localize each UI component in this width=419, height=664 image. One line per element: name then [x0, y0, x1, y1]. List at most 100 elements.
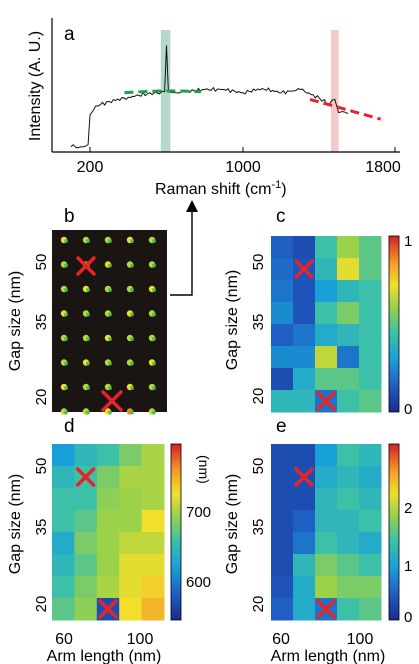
panel-a: a Intensity (A. U.) 200 1000 1800 Raman …	[27, 18, 401, 198]
heatmap-cell	[315, 368, 338, 391]
panel-d-markers	[75, 467, 118, 619]
heatmap-cell	[337, 532, 360, 555]
heatmap-cell	[315, 280, 338, 303]
heatmap-cell	[141, 598, 165, 621]
heatmap-cell	[315, 554, 338, 577]
heatmap-cell	[271, 576, 294, 599]
panel-b-markers	[76, 256, 123, 412]
heatmap-cell	[337, 390, 360, 413]
heatmap-cell	[359, 466, 382, 489]
nanostructure-spot-glow	[152, 410, 156, 415]
nanostructure-spot-glow	[108, 239, 112, 243]
c-colorbar-tick-top: 1	[404, 233, 412, 250]
nanostructure-spot-glow	[130, 386, 134, 390]
heatmap-cell	[74, 554, 98, 577]
heatmap-cell	[52, 576, 75, 599]
e-x-axis-label: Arm length (nm)	[271, 648, 386, 664]
panel-d: d Gap size (nm) 50 35 20 60 100 Arm leng…	[7, 416, 212, 664]
heatmap-cell	[337, 488, 360, 511]
panel-b: b Gap size (nm) 50 35 20	[7, 206, 167, 415]
heatmap-cell	[96, 488, 120, 511]
heatmap-d	[52, 444, 165, 621]
heatmap-cell	[271, 236, 294, 259]
heatmap-cell	[337, 466, 360, 489]
heatmap-cell	[337, 346, 360, 369]
x-marker-stroke	[316, 599, 336, 619]
heatmap-cell	[293, 390, 316, 413]
heatmap-cell	[271, 488, 294, 511]
heatmap-cell	[337, 510, 360, 533]
d-ytick-50: 50	[33, 458, 50, 475]
heatmap-cell	[271, 444, 294, 467]
e-xtick-100: 100	[347, 631, 374, 648]
nanostructure-spot-glow	[108, 312, 112, 317]
peak-highlight-1	[160, 30, 171, 152]
heatmap-cell	[315, 346, 338, 369]
baseline-fit-left	[124, 89, 201, 95]
nanostructure-spot-glow	[108, 410, 112, 415]
heatmap-cell	[293, 554, 316, 577]
heatmap-cell	[119, 598, 143, 621]
b-ytick-50: 50	[33, 254, 50, 271]
heatmap-cell	[52, 554, 75, 577]
a-xtick-1000: 1000	[225, 159, 261, 176]
heatmap-cell	[52, 488, 75, 511]
heatmap-cell	[74, 444, 98, 467]
heatmap-cell	[293, 324, 316, 347]
x-marker-stroke	[101, 390, 123, 412]
nanostructure-spot-glow	[130, 361, 134, 366]
heatmap-cell	[141, 444, 165, 467]
e-colorbar-tick-1: 1	[404, 558, 412, 575]
heatmap-cell	[293, 302, 316, 325]
heatmap-cell	[96, 554, 120, 577]
heatmap-cell	[271, 390, 294, 413]
nanostructure-spot-glow	[86, 312, 90, 317]
panel-a-label: a	[64, 24, 75, 45]
nanostructure-spot-glow	[64, 239, 68, 243]
baseline-fit-right	[309, 97, 382, 121]
nanostructure-spot-glow	[152, 288, 156, 292]
nanostructure-spot-glow	[108, 337, 112, 341]
heatmap-cell	[119, 444, 143, 467]
a-y-axis-label: Intensity (A. U.)	[27, 31, 44, 141]
nanostructure-spot-glow	[130, 239, 134, 243]
heatmap-cell	[315, 444, 338, 467]
heatmap-cell	[52, 598, 75, 621]
peak-highlight-2	[330, 30, 339, 152]
nanostructure-spot-glow	[152, 386, 156, 390]
heatmap-cell	[52, 466, 75, 489]
nanostructure-spot-glow	[86, 288, 90, 292]
heatmap-cell	[359, 280, 382, 303]
heatmap-cell	[293, 532, 316, 555]
nanostructure-spot-glow	[86, 239, 90, 243]
heatmap-cell	[315, 576, 338, 599]
heatmap-cell	[337, 258, 360, 281]
heatmap-cell	[359, 598, 382, 621]
heatmap-cell	[271, 598, 294, 621]
heatmap-cell	[119, 488, 143, 511]
heatmap-c	[271, 236, 382, 413]
heatmap-cell	[271, 346, 294, 369]
x-marker-stroke	[75, 467, 96, 487]
panel-c-markers	[294, 259, 336, 411]
nanostructure-spot-glow	[130, 288, 134, 292]
a-x-axis-label: Raman shift (cm-1)	[155, 179, 287, 198]
heatmap-cell	[359, 488, 382, 511]
d-colorbar-tick-700: 700	[186, 504, 211, 521]
nanostructure-spot-glow	[108, 263, 112, 268]
nanostructure-spot-glow	[86, 337, 90, 341]
panel-c: c Gap size (nm) 50 35 20 1 0	[224, 206, 412, 418]
nanostructure-spot-glow	[108, 288, 112, 292]
panel-d-label: d	[64, 416, 75, 437]
heatmap-cell	[96, 532, 120, 555]
nanostructure-spot-glow	[64, 263, 68, 268]
heatmap-cell	[74, 532, 98, 555]
heatmap-cell	[359, 510, 382, 533]
d-x-axis-label: Arm length (nm)	[47, 648, 162, 664]
heatmap-cell	[293, 346, 316, 369]
heatmap-cell	[271, 258, 294, 281]
heatmap-cell	[119, 576, 143, 599]
heatmap-cell	[359, 532, 382, 555]
e-y-axis-label: Gap size (nm)	[224, 474, 241, 574]
x-marker-stroke	[294, 259, 314, 279]
